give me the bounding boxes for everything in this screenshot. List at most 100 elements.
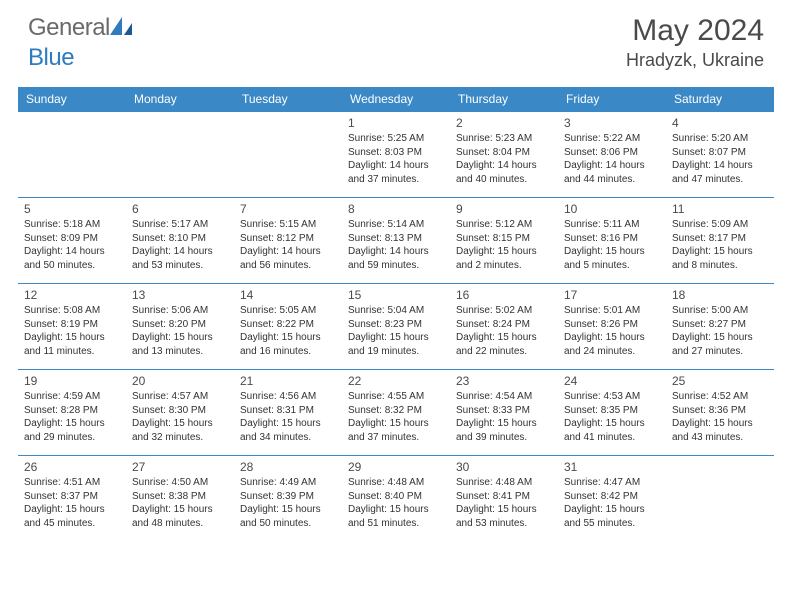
daylight-text: Daylight: 15 hours (456, 503, 552, 517)
day-header: Monday (126, 87, 234, 112)
logo: General (28, 14, 136, 42)
day-header: Wednesday (342, 87, 450, 112)
calendar-cell: 28Sunrise: 4:49 AMSunset: 8:39 PMDayligh… (234, 456, 342, 542)
calendar-cell: 8Sunrise: 5:14 AMSunset: 8:13 PMDaylight… (342, 198, 450, 284)
calendar-cell: 19Sunrise: 4:59 AMSunset: 8:28 PMDayligh… (18, 370, 126, 456)
sunset-text: Sunset: 8:17 PM (672, 232, 768, 246)
calendar-cell: 10Sunrise: 5:11 AMSunset: 8:16 PMDayligh… (558, 198, 666, 284)
calendar-cell (234, 112, 342, 198)
daylight-text: and 11 minutes. (24, 345, 120, 359)
daylight-text: and 8 minutes. (672, 259, 768, 273)
day-number: 23 (456, 373, 552, 389)
day-number: 1 (348, 115, 444, 131)
sunrise-text: Sunrise: 4:54 AM (456, 390, 552, 404)
day-number: 7 (240, 201, 336, 217)
sunset-text: Sunset: 8:32 PM (348, 404, 444, 418)
sunrise-text: Sunrise: 4:52 AM (672, 390, 768, 404)
daylight-text: and 40 minutes. (456, 173, 552, 187)
calendar-cell (126, 112, 234, 198)
sunrise-text: Sunrise: 5:14 AM (348, 218, 444, 232)
daylight-text: Daylight: 14 hours (564, 159, 660, 173)
daylight-text: and 53 minutes. (456, 517, 552, 531)
day-header: Friday (558, 87, 666, 112)
calendar-cell: 16Sunrise: 5:02 AMSunset: 8:24 PMDayligh… (450, 284, 558, 370)
day-number: 19 (24, 373, 120, 389)
calendar-cell: 15Sunrise: 5:04 AMSunset: 8:23 PMDayligh… (342, 284, 450, 370)
sunset-text: Sunset: 8:41 PM (456, 490, 552, 504)
calendar-cell: 23Sunrise: 4:54 AMSunset: 8:33 PMDayligh… (450, 370, 558, 456)
daylight-text: Daylight: 15 hours (348, 417, 444, 431)
sunset-text: Sunset: 8:28 PM (24, 404, 120, 418)
calendar-cell: 11Sunrise: 5:09 AMSunset: 8:17 PMDayligh… (666, 198, 774, 284)
day-number: 17 (564, 287, 660, 303)
daylight-text: Daylight: 14 hours (348, 159, 444, 173)
calendar-cell: 25Sunrise: 4:52 AMSunset: 8:36 PMDayligh… (666, 370, 774, 456)
day-number: 6 (132, 201, 228, 217)
sunrise-text: Sunrise: 5:02 AM (456, 304, 552, 318)
daylight-text: Daylight: 14 hours (24, 245, 120, 259)
sunrise-text: Sunrise: 4:47 AM (564, 476, 660, 490)
sunset-text: Sunset: 8:09 PM (24, 232, 120, 246)
daylight-text: Daylight: 15 hours (24, 417, 120, 431)
sunset-text: Sunset: 8:30 PM (132, 404, 228, 418)
sunrise-text: Sunrise: 4:49 AM (240, 476, 336, 490)
daylight-text: Daylight: 15 hours (132, 331, 228, 345)
day-header-row: SundayMondayTuesdayWednesdayThursdayFrid… (18, 87, 774, 112)
sunrise-text: Sunrise: 4:57 AM (132, 390, 228, 404)
daylight-text: Daylight: 15 hours (24, 331, 120, 345)
day-number: 2 (456, 115, 552, 131)
daylight-text: and 13 minutes. (132, 345, 228, 359)
day-header: Thursday (450, 87, 558, 112)
calendar-row: 19Sunrise: 4:59 AMSunset: 8:28 PMDayligh… (18, 370, 774, 456)
daylight-text: and 29 minutes. (24, 431, 120, 445)
day-number: 29 (348, 459, 444, 475)
calendar-cell: 18Sunrise: 5:00 AMSunset: 8:27 PMDayligh… (666, 284, 774, 370)
daylight-text: Daylight: 14 hours (348, 245, 444, 259)
calendar-cell: 6Sunrise: 5:17 AMSunset: 8:10 PMDaylight… (126, 198, 234, 284)
sunrise-text: Sunrise: 4:50 AM (132, 476, 228, 490)
sunset-text: Sunset: 8:23 PM (348, 318, 444, 332)
logo-blue-text-wrap: Blue (28, 44, 74, 72)
day-header: Tuesday (234, 87, 342, 112)
daylight-text: and 59 minutes. (348, 259, 444, 273)
sunset-text: Sunset: 8:04 PM (456, 146, 552, 160)
calendar-cell: 2Sunrise: 5:23 AMSunset: 8:04 PMDaylight… (450, 112, 558, 198)
day-number: 13 (132, 287, 228, 303)
daylight-text: Daylight: 15 hours (564, 331, 660, 345)
daylight-text: and 47 minutes. (672, 173, 768, 187)
calendar-cell: 1Sunrise: 5:25 AMSunset: 8:03 PMDaylight… (342, 112, 450, 198)
day-header: Saturday (666, 87, 774, 112)
sunset-text: Sunset: 8:24 PM (456, 318, 552, 332)
day-number: 12 (24, 287, 120, 303)
daylight-text: Daylight: 15 hours (672, 417, 768, 431)
sunrise-text: Sunrise: 5:20 AM (672, 132, 768, 146)
calendar-cell: 3Sunrise: 5:22 AMSunset: 8:06 PMDaylight… (558, 112, 666, 198)
sunset-text: Sunset: 8:13 PM (348, 232, 444, 246)
day-number: 16 (456, 287, 552, 303)
calendar-cell: 29Sunrise: 4:48 AMSunset: 8:40 PMDayligh… (342, 456, 450, 542)
sunset-text: Sunset: 8:19 PM (24, 318, 120, 332)
daylight-text: Daylight: 15 hours (348, 503, 444, 517)
daylight-text: and 34 minutes. (240, 431, 336, 445)
daylight-text: Daylight: 15 hours (672, 245, 768, 259)
sunset-text: Sunset: 8:42 PM (564, 490, 660, 504)
day-number: 15 (348, 287, 444, 303)
sunrise-text: Sunrise: 5:22 AM (564, 132, 660, 146)
location: Hradyzk, Ukraine (626, 50, 764, 71)
sunset-text: Sunset: 8:39 PM (240, 490, 336, 504)
day-number: 20 (132, 373, 228, 389)
day-number: 24 (564, 373, 660, 389)
sunrise-text: Sunrise: 5:25 AM (348, 132, 444, 146)
calendar-head: SundayMondayTuesdayWednesdayThursdayFrid… (18, 87, 774, 112)
sunset-text: Sunset: 8:16 PM (564, 232, 660, 246)
daylight-text: and 45 minutes. (24, 517, 120, 531)
calendar-cell: 17Sunrise: 5:01 AMSunset: 8:26 PMDayligh… (558, 284, 666, 370)
day-number: 4 (672, 115, 768, 131)
daylight-text: and 41 minutes. (564, 431, 660, 445)
day-number: 3 (564, 115, 660, 131)
day-number: 26 (24, 459, 120, 475)
daylight-text: and 39 minutes. (456, 431, 552, 445)
sunset-text: Sunset: 8:07 PM (672, 146, 768, 160)
day-number: 14 (240, 287, 336, 303)
daylight-text: Daylight: 15 hours (132, 503, 228, 517)
